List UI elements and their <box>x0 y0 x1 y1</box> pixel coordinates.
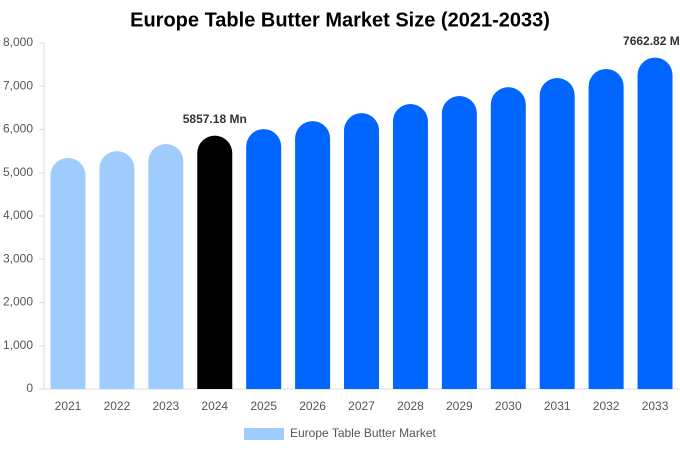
x-tick-label: 2027 <box>348 399 375 413</box>
x-tick-label: 2033 <box>642 399 669 413</box>
x-tick-label: 2023 <box>152 399 179 413</box>
bar <box>441 95 477 389</box>
y-tick-label: 2,000 <box>3 295 33 309</box>
bar <box>392 103 428 390</box>
x-tick-label: 2032 <box>593 399 620 413</box>
bar <box>295 121 331 389</box>
x-tick-label: 2024 <box>201 399 228 413</box>
bar <box>148 143 184 389</box>
y-tick-label: 5,000 <box>3 165 33 179</box>
x-tick-label: 2021 <box>55 399 82 413</box>
bar <box>490 87 526 389</box>
bar <box>344 113 380 389</box>
data-label: 5857.18 Mn <box>183 112 247 126</box>
legend-swatch <box>244 428 284 440</box>
y-tick-label: 6,000 <box>3 122 33 136</box>
bar <box>197 135 233 389</box>
bar <box>539 78 575 389</box>
data-label: 7662.82 Mn <box>623 34 680 48</box>
y-tick-label: 7,000 <box>3 78 33 92</box>
bar <box>588 68 624 389</box>
x-tick-label: 2025 <box>250 399 277 413</box>
y-tick-label: 1,000 <box>3 338 33 352</box>
x-tick-label: 2022 <box>104 399 131 413</box>
bar <box>637 57 673 389</box>
bar <box>99 151 135 389</box>
y-tick-label: 0 <box>26 381 33 395</box>
bar <box>50 158 86 389</box>
x-tick-label: 2028 <box>397 399 424 413</box>
legend-label: Europe Table Butter Market <box>290 426 437 440</box>
chart-title: Europe Table Butter Market Size (2021-20… <box>130 9 550 31</box>
bar <box>246 129 282 389</box>
x-tick-label: 2026 <box>299 399 326 413</box>
x-tick-label: 2029 <box>446 399 473 413</box>
x-tick-label: 2031 <box>544 399 571 413</box>
y-tick-label: 3,000 <box>3 251 33 265</box>
y-tick-label: 8,000 <box>3 35 33 49</box>
y-tick-label: 4,000 <box>3 208 33 222</box>
x-tick-label: 2030 <box>495 399 522 413</box>
